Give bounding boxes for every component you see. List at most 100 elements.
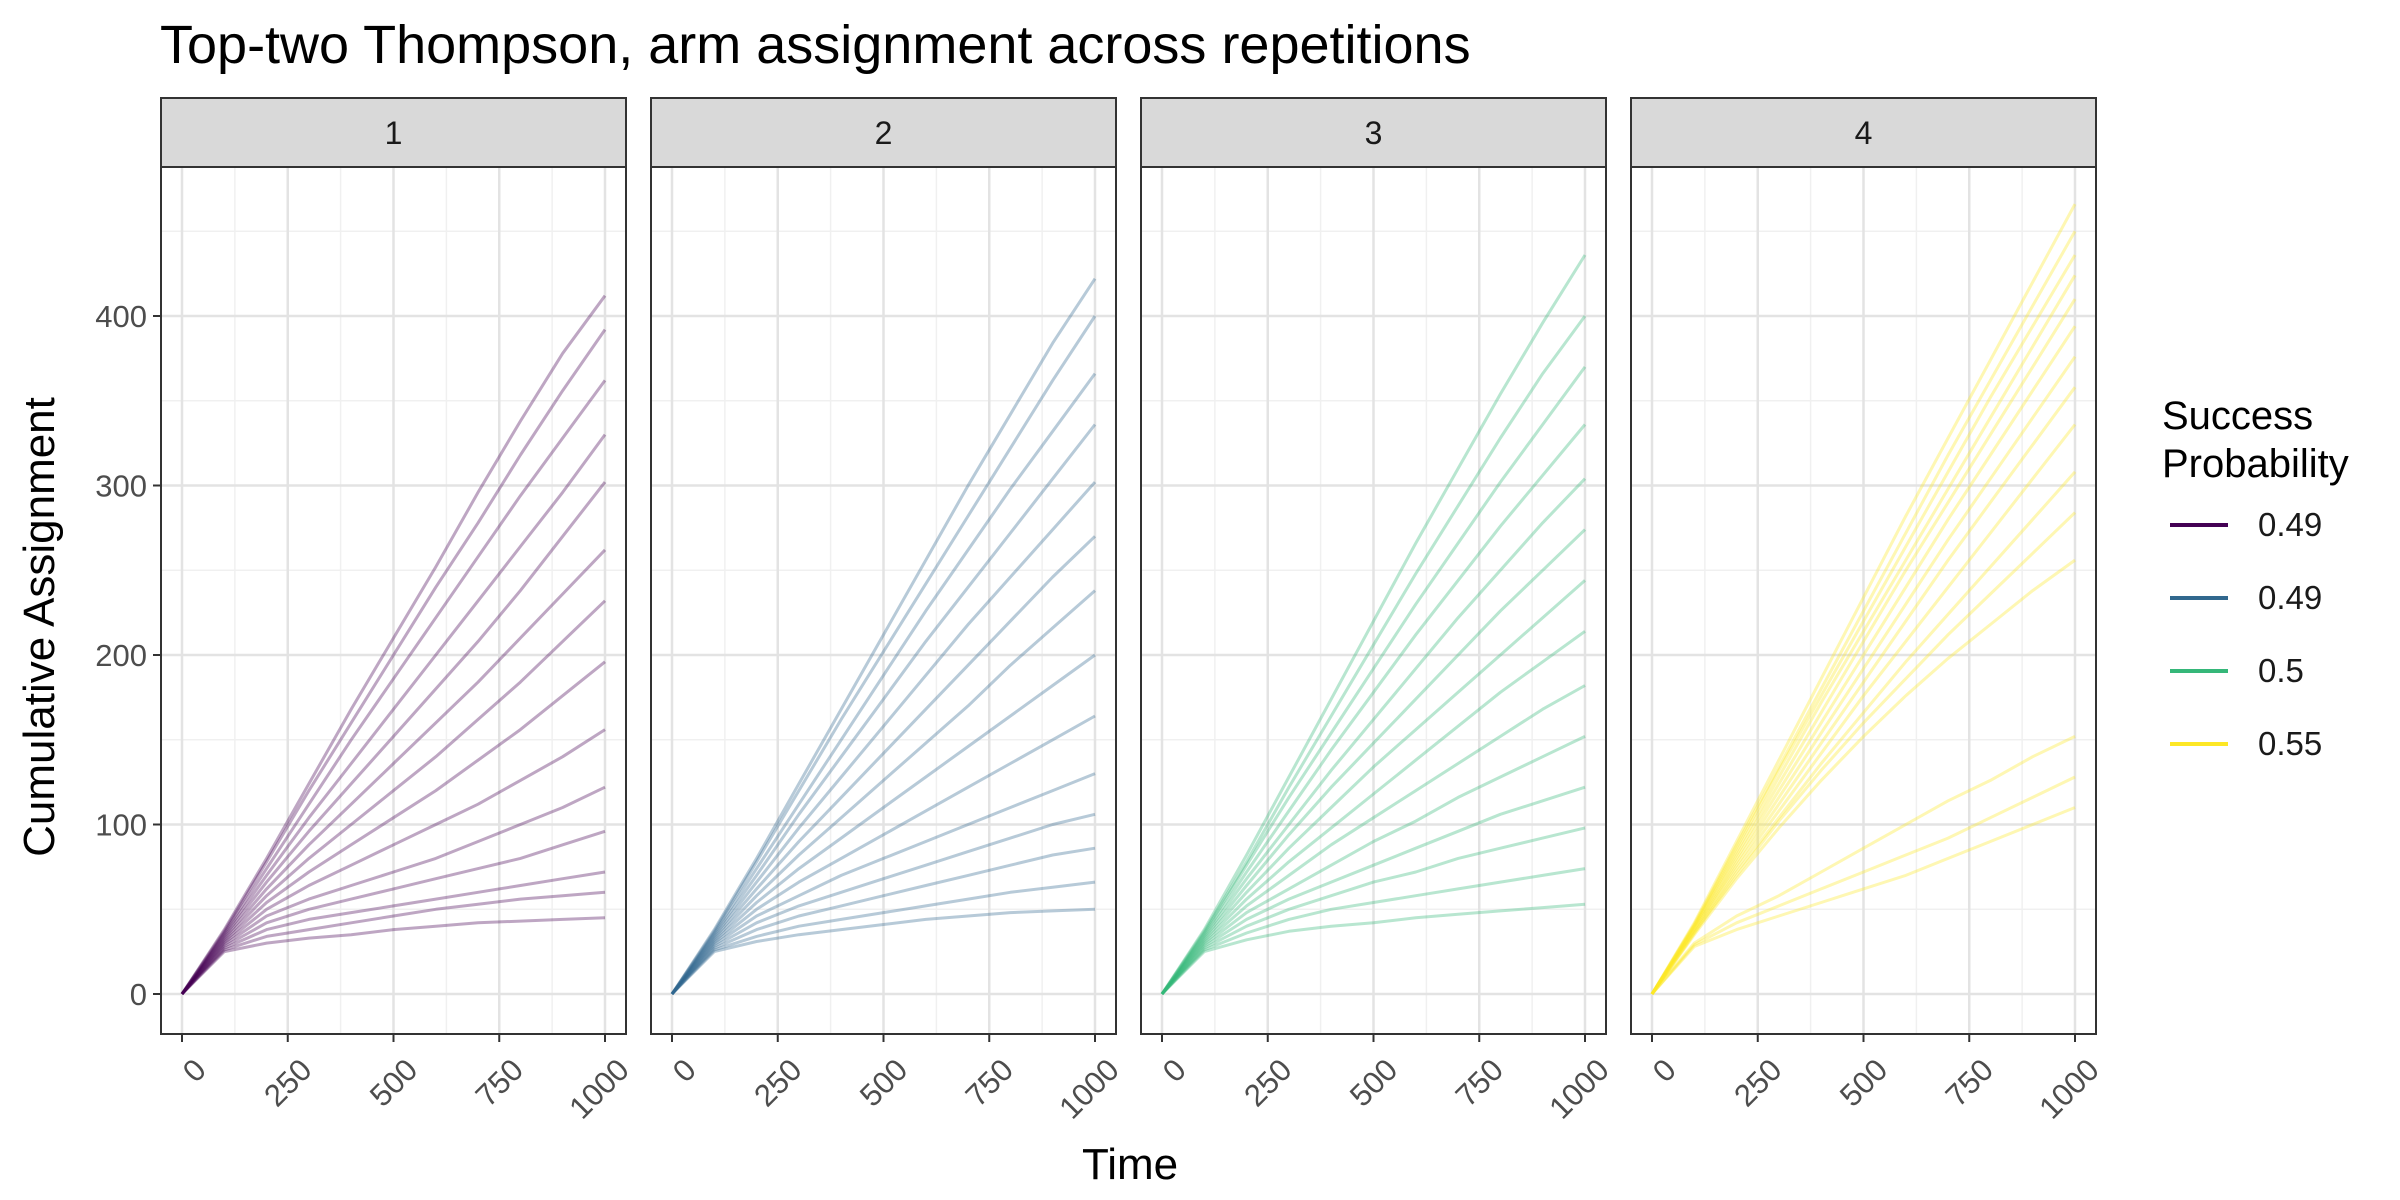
x-tick-label: 1000 — [2032, 1052, 2106, 1126]
facet-strip — [1630, 97, 2097, 168]
series-line — [1650, 423, 2077, 995]
x-tick-label: 0 — [1156, 1052, 1193, 1089]
y-axis-label: Cumulative Assignment — [15, 397, 64, 857]
x-tick-label: 0 — [176, 1052, 213, 1089]
series-line — [180, 294, 607, 995]
legend-label: 0.5 — [2258, 651, 2304, 689]
legend-key-line — [2170, 522, 2228, 527]
series-line — [670, 812, 1096, 995]
legend-title: Success Probability — [2162, 392, 2392, 488]
series-line — [670, 880, 1096, 996]
series-line — [1650, 355, 2077, 995]
series-line — [1160, 366, 1587, 995]
legend-key-line — [2170, 595, 2228, 600]
x-tick-label: 1000 — [562, 1052, 636, 1126]
series-line — [1160, 477, 1587, 995]
x-tick-label: 250 — [1727, 1052, 1788, 1113]
series-line — [1650, 386, 2077, 995]
series-line — [180, 870, 606, 996]
series-line — [1650, 325, 2077, 995]
legend-item: 0.5 — [2162, 634, 2392, 707]
x-tick-label: 500 — [853, 1052, 914, 1113]
series-line — [180, 728, 606, 995]
series-line — [1160, 423, 1587, 995]
facet-strip-label: 3 — [1365, 115, 1383, 151]
legend-item: 0.49 — [2162, 488, 2392, 561]
legend-title-line: Success — [2162, 394, 2314, 438]
x-tick-label: 750 — [959, 1052, 1020, 1113]
legend-item: 0.49 — [2162, 561, 2392, 634]
series-line — [1160, 826, 1586, 996]
legend-label: 0.55 — [2258, 724, 2323, 762]
series-line — [180, 785, 606, 995]
facet-strip — [1140, 97, 1607, 168]
x-tick-label: 1000 — [1542, 1052, 1616, 1126]
series-line — [670, 535, 1097, 995]
series-line — [1650, 511, 2077, 995]
facet-strip — [650, 97, 1117, 168]
series-line — [180, 328, 607, 995]
x-tick-label: 250 — [1237, 1052, 1298, 1113]
x-tick-label: 500 — [363, 1052, 424, 1113]
series-line — [1650, 298, 2077, 995]
series-line — [670, 772, 1096, 995]
series-line — [670, 372, 1097, 995]
series-line — [1650, 806, 2076, 995]
x-tick-label: 250 — [747, 1052, 808, 1113]
x-tick-label: 750 — [1939, 1052, 2000, 1113]
x-tick-label: 1000 — [1052, 1052, 1126, 1126]
legend-label: 0.49 — [2258, 578, 2323, 616]
series-line — [1160, 315, 1587, 995]
legend-item: 0.55 — [2162, 707, 2392, 780]
facet-strip-label: 4 — [1855, 115, 1873, 151]
legend-label: 0.49 — [2258, 505, 2323, 543]
series-line — [670, 589, 1096, 995]
series-line — [670, 846, 1096, 996]
y-tick-label: 400 — [95, 299, 147, 334]
series-line — [1650, 558, 2076, 995]
series-line — [1160, 902, 1586, 996]
y-tick-label: 100 — [95, 808, 147, 843]
series-line — [180, 379, 607, 995]
x-tick-label: 500 — [1343, 1052, 1404, 1113]
series-line — [1160, 528, 1587, 995]
series-line — [1650, 735, 2076, 995]
x-tick-label: 250 — [257, 1052, 318, 1113]
y-tick-label: 300 — [95, 469, 147, 504]
x-axis-label: Time — [1082, 1140, 1179, 1189]
series-line — [1160, 684, 1586, 995]
series-line — [180, 660, 606, 995]
series-line — [1650, 254, 2077, 995]
series-line — [180, 548, 607, 995]
legend-key-line — [2170, 668, 2228, 673]
series-line — [670, 907, 1096, 996]
series-line — [1160, 735, 1586, 995]
series-line — [1160, 867, 1586, 996]
series-line — [1160, 254, 1587, 995]
series-line — [180, 599, 607, 995]
x-tick-label: 750 — [1449, 1052, 1510, 1113]
series-line — [670, 714, 1096, 995]
series-line — [180, 481, 607, 995]
legend-title-line: Probability — [2162, 442, 2349, 486]
series-line — [1160, 630, 1586, 995]
series-line — [1650, 274, 2077, 995]
series-line — [670, 423, 1097, 995]
facet-strip-label: 1 — [385, 115, 403, 151]
x-tick-label: 0 — [1646, 1052, 1683, 1089]
series-line — [180, 433, 607, 995]
series-line — [1650, 470, 2077, 995]
facet-strip — [160, 97, 627, 168]
series-line — [1160, 579, 1586, 995]
series-line — [1650, 203, 2077, 995]
series-line — [670, 277, 1097, 995]
facet-strip-label: 2 — [875, 115, 893, 151]
series-line — [670, 315, 1097, 995]
series-line — [1650, 230, 2077, 995]
legend: Success Probability 0.49 0.49 0.5 0.55 — [2162, 392, 2392, 780]
legend-key-line — [2170, 741, 2228, 746]
y-tick-label: 200 — [95, 638, 147, 673]
series-line — [1650, 775, 2076, 995]
